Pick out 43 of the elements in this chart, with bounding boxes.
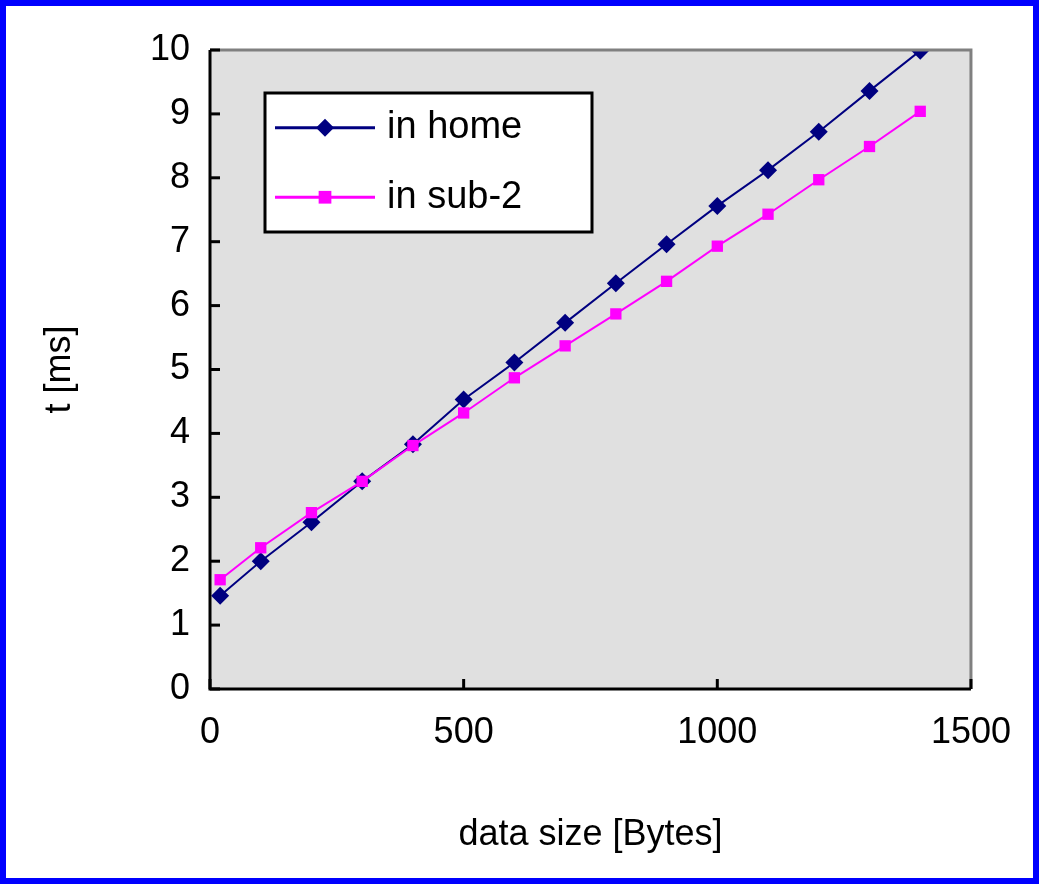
point	[606, 274, 625, 293]
y-tick-label: 3	[169, 474, 190, 516]
point	[914, 105, 926, 117]
point	[255, 542, 267, 554]
y-tick-label: 0	[169, 665, 190, 707]
x-axis-title: data size [Bytes]	[458, 812, 723, 854]
x-tick-label: 500	[433, 709, 494, 751]
legend-label: in sub-2	[387, 173, 523, 216]
point	[305, 506, 318, 519]
point	[610, 308, 622, 320]
y-axis-title: t [ms]	[36, 325, 78, 414]
point	[657, 235, 676, 254]
point	[759, 161, 778, 180]
point	[505, 353, 524, 372]
point	[211, 586, 230, 605]
point	[708, 196, 727, 215]
point	[762, 208, 774, 220]
point	[660, 275, 673, 287]
legend-label: in home	[387, 104, 523, 147]
x-tick-label: 1000	[677, 709, 758, 751]
point	[559, 340, 571, 352]
point	[809, 122, 828, 141]
point	[214, 574, 226, 586]
point	[454, 390, 473, 409]
y-tick-label: 9	[169, 90, 190, 132]
point	[860, 81, 879, 100]
point	[458, 407, 470, 419]
y-tick-label: 4	[169, 410, 190, 452]
point	[711, 240, 723, 252]
x-tick-label: 0	[199, 709, 221, 751]
y-tick-label: 1	[169, 602, 190, 644]
point	[556, 313, 575, 332]
y-tick-label: 2	[169, 538, 190, 580]
point	[251, 552, 270, 571]
point	[813, 174, 825, 186]
y-tick-label: 8	[169, 154, 190, 196]
y-tick-label: 7	[169, 218, 190, 260]
y-tick-label: 5	[169, 346, 190, 388]
x-tick-label: 1500	[930, 709, 1011, 751]
y-tick-label: 6	[169, 282, 190, 324]
point	[863, 140, 876, 153]
y-tick-label: 10	[149, 26, 190, 68]
point	[508, 372, 521, 384]
